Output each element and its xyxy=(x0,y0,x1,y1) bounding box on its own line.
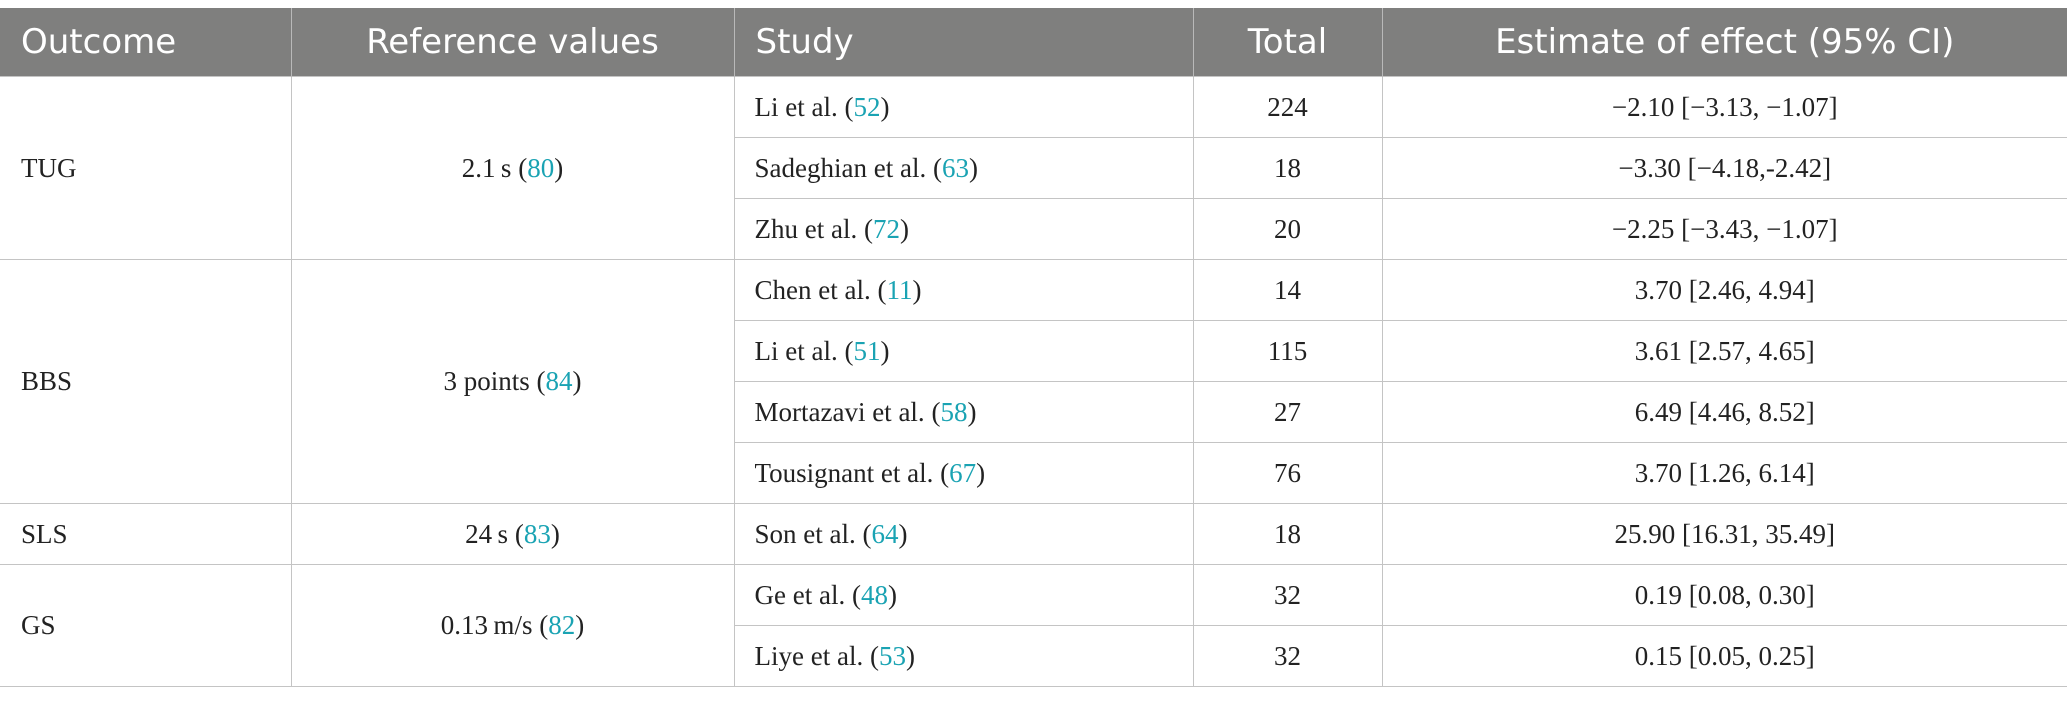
study-citation-link[interactable]: 53 xyxy=(878,640,906,671)
study-citation-link[interactable]: 64 xyxy=(871,518,899,549)
study-citation-link[interactable]: 52 xyxy=(853,91,881,122)
study-citation-link[interactable]: 58 xyxy=(940,396,968,427)
reference-value-cell: 2.1 s (80) xyxy=(290,76,735,260)
study-citation-link[interactable]: 11 xyxy=(886,274,913,305)
study-citation-link[interactable]: 51 xyxy=(853,335,881,366)
study-citation-link[interactable]: 72 xyxy=(872,213,900,244)
study-cell: Sadeghian et al. (63) xyxy=(734,137,1194,199)
study-name: Liye et al. xyxy=(754,640,864,671)
total-cell: 32 xyxy=(1192,564,1383,626)
reference-value-cell: 3 points (84) xyxy=(290,259,735,504)
table-row: Mortazavi et al. (58) 27 6.49 [4.46, 8.52] xyxy=(0,381,2067,443)
estimate-cell: −3.30 [−4.18,-2.42] xyxy=(1381,137,2067,199)
estimate-cell: 6.49 [4.46, 8.52] xyxy=(1381,381,2067,443)
study-name: Ge et al. xyxy=(754,579,846,610)
estimate-cell: 25.90 [16.31, 35.49] xyxy=(1381,503,2067,565)
estimate-cell: 3.61 [2.57, 4.65] xyxy=(1381,320,2067,382)
header-outcome: Outcome xyxy=(0,8,292,77)
table-row: Liye et al. (53) 32 0.15 [0.05, 0.25] xyxy=(0,625,2067,687)
reference-value-cell: 24 s (83) xyxy=(290,503,735,565)
study-cell: Chen et al. (11) xyxy=(733,259,1194,321)
estimate-cell: −2.10 [−3.13, −1.07] xyxy=(1381,76,2067,138)
total-cell: 14 xyxy=(1192,259,1383,321)
header-estimate: Estimate of effect (95% CI) xyxy=(1381,8,2067,77)
outcome-cell: BBS xyxy=(0,259,292,504)
total-cell: 76 xyxy=(1192,442,1383,504)
total-cell: 27 xyxy=(1192,381,1383,443)
table-row: Li et al. (51) 115 3.61 [2.57, 4.65] xyxy=(0,320,2067,382)
table-row: Tousignant et al. (67) 76 3.70 [1.26, 6.14… xyxy=(0,442,2067,504)
reference-citation-link[interactable]: 82 xyxy=(548,610,576,640)
study-cell: Ge et al. (48) xyxy=(733,564,1194,626)
results-table: Outcome Reference values Study Total Est… xyxy=(0,8,2067,687)
total-cell: 32 xyxy=(1192,625,1383,687)
study-cell: Tousignant et al. (67) xyxy=(734,442,1194,504)
table-row: SLS 24 s (83) Son et al. (64) 18 25.90 [16.3… xyxy=(0,503,2067,565)
study-name: Son et al. xyxy=(754,518,856,549)
study-citation-link[interactable]: 67 xyxy=(949,457,977,488)
reference-value-text: 24 s xyxy=(465,518,509,549)
table-row: Zhu et al. (72) 20 −2.25 [−3.43, −1.07] xyxy=(0,198,2067,260)
table-header: Outcome Reference values Study Total Est… xyxy=(0,8,2067,77)
estimate-cell: −2.25 [−3.43, −1.07] xyxy=(1381,198,2067,260)
reference-citation-link[interactable]: 84 xyxy=(545,366,573,396)
estimate-cell: 3.70 [2.46, 4.94] xyxy=(1381,259,2067,321)
study-citation-link[interactable]: 48 xyxy=(860,579,888,610)
total-cell: 224 xyxy=(1192,76,1383,138)
total-cell: 115 xyxy=(1192,320,1383,382)
study-name: Mortazavi et al. xyxy=(754,396,925,427)
study-cell: Zhu et al. (72) xyxy=(734,198,1194,260)
study-cell: Li et al. (51) xyxy=(734,320,1194,382)
study-name: Li et al. xyxy=(754,335,838,366)
study-cell: Li et al. (52) xyxy=(733,76,1194,138)
study-cell: Mortazavi et al. (58) xyxy=(734,381,1194,443)
header-study: Study xyxy=(733,8,1194,77)
header-reference-values: Reference values xyxy=(290,8,735,77)
study-name: Sadeghian et al. xyxy=(754,152,927,183)
outcome-cell: TUG xyxy=(0,76,292,260)
reference-value-text: 0.13 m/s xyxy=(440,610,533,640)
reference-value-text: 2.1 s xyxy=(461,152,512,183)
reference-citation-link[interactable]: 83 xyxy=(523,518,551,549)
table-row: Sadeghian et al. (63) 18 −3.30 [−4.18,-2.4… xyxy=(0,137,2067,199)
study-cell: Liye et al. (53) xyxy=(734,625,1194,687)
estimate-cell: 3.70 [1.26, 6.14] xyxy=(1381,442,2067,504)
outcome-cell: SLS xyxy=(0,503,292,565)
study-name: Chen et al. xyxy=(754,274,871,305)
outcome-cell: GS xyxy=(0,564,292,687)
table-row: GS 0.13 m/s (82) Ge et al. (48) 32 0.19 [0.0… xyxy=(0,564,2067,687)
reference-citation-link[interactable]: 80 xyxy=(527,152,555,183)
total-cell: 20 xyxy=(1192,198,1383,260)
total-cell: 18 xyxy=(1192,137,1383,199)
header-total: Total xyxy=(1192,8,1383,77)
study-name: Li et al. xyxy=(754,91,838,122)
header-row: Outcome Reference values Study Total Est… xyxy=(0,8,2067,77)
total-cell: 18 xyxy=(1192,503,1383,565)
estimate-cell: 0.15 [0.05, 0.25] xyxy=(1381,625,2067,687)
reference-value-cell: 0.13 m/s (82) xyxy=(290,564,735,687)
study-name: Tousignant et al. xyxy=(754,457,934,488)
table-row: BBS 3 points (84) Chen et al. (11) 14 3.70 [… xyxy=(0,259,2067,504)
results-table-container: Outcome Reference values Study Total Est… xyxy=(0,8,2067,687)
study-citation-link[interactable]: 63 xyxy=(941,152,969,183)
table-body: TUG 2.1 s (80) Li et al. (52) 224 −2.10 [−3.… xyxy=(0,76,2067,687)
table-row: TUG 2.1 s (80) Li et al. (52) 224 −2.10 [−3.… xyxy=(0,76,2067,260)
estimate-cell: 0.19 [0.08, 0.30] xyxy=(1381,564,2067,626)
study-name: Zhu et al. xyxy=(754,213,858,244)
study-cell: Son et al. (64) xyxy=(733,503,1194,565)
reference-value-text: 3 points xyxy=(443,366,530,396)
